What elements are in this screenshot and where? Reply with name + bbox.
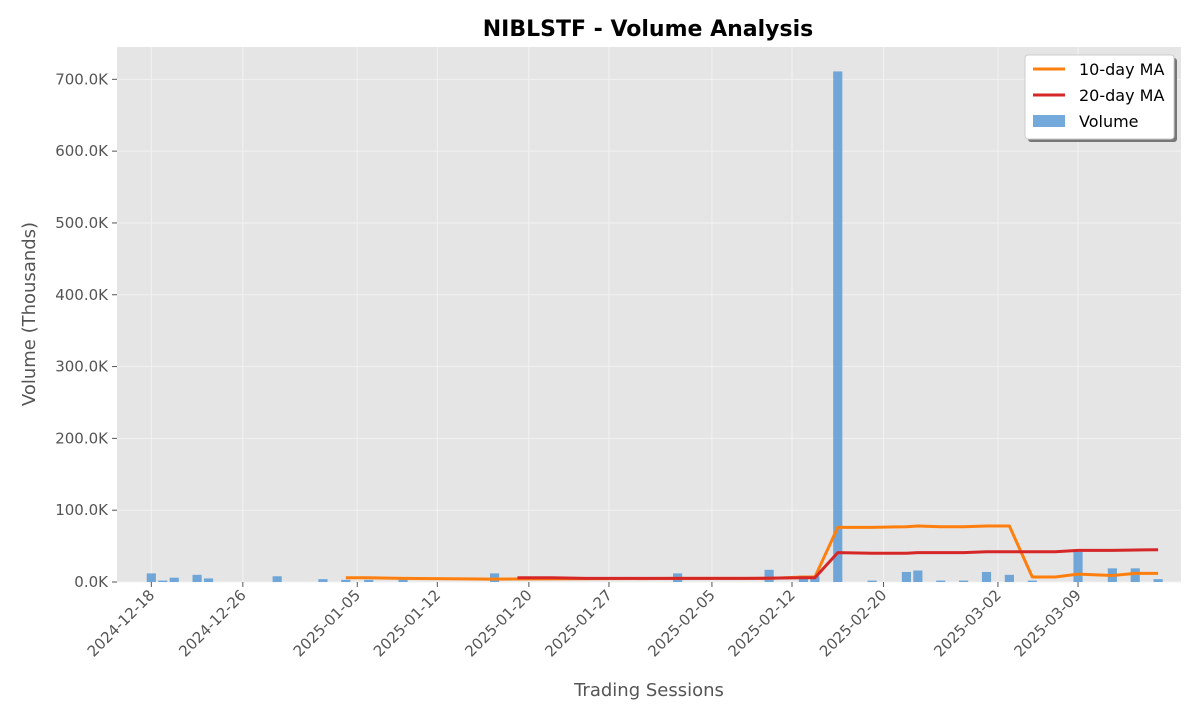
volume-bar [1153,579,1163,582]
volume-bar [272,576,282,582]
volume-bar [158,580,168,582]
legend-label: 10-day MA [1079,60,1164,79]
x-tick-label: 2025-02-20 [816,586,890,660]
x-tick-label: 2025-02-05 [644,586,718,660]
volume-bar [1130,568,1140,582]
volume-bar [318,579,328,582]
legend: 10-day MA 20-day MA Volume [1024,54,1177,142]
volume-bar [833,71,843,582]
x-tick-label: 2025-03-02 [930,586,1004,660]
y-axis-label: Volume (Thousands) [19,222,40,406]
volume-bar [867,580,877,582]
x-tick-label: 2025-02-12 [724,586,798,660]
volume-bar [936,580,946,582]
volume-bar [981,571,992,582]
x-tick-label: 2025-01-12 [370,586,444,660]
y-tick-label: 0.0K [74,573,109,591]
legend-label: Volume [1079,112,1139,131]
legend-swatch-volume [1033,115,1065,127]
volume-bar [1027,580,1037,582]
y-tick-label: 300.0K [55,358,109,376]
x-tick-label: 2025-01-20 [461,586,535,660]
chart-title: NIBLSTF - Volume Analysis [483,17,814,42]
y-tick-label: 500.0K [55,214,109,232]
volume-bar [913,570,923,582]
plot-area [117,47,1181,582]
x-axis-ticks: 2024-12-18 2024-12-26 2025-01-05 2025-01-12… [84,582,1085,660]
volume-bar [146,573,156,582]
x-tick-label: 2024-12-18 [84,586,158,660]
y-tick-label: 100.0K [55,501,109,519]
volume-bar [341,579,351,582]
y-axis-ticks: 0.0K 100.0K 200.0K 300.0K 400.0K 500.0K 600.0K… [55,70,117,591]
x-tick-label: 2025-01-27 [541,586,615,660]
volume-bar [203,578,214,582]
volume-bar [1004,574,1014,582]
x-tick-label: 2025-03-09 [1010,586,1084,660]
volume-bar [764,569,774,582]
y-tick-label: 400.0K [55,286,109,304]
y-tick-label: 700.0K [55,70,109,88]
volume-bar [364,579,374,582]
ma20-line [517,548,1159,580]
volume-bar [901,571,911,582]
volume-bar [192,574,202,582]
y-tick-label: 600.0K [55,142,109,160]
volume-bar [169,577,179,582]
volume-bar [1073,551,1083,582]
volume-bar [959,580,969,582]
y-tick-label: 200.0K [55,429,109,447]
x-tick-label: 2025-01-05 [290,586,364,660]
moving-average-lines [345,524,1159,581]
x-tick-label: 2024-12-26 [175,586,249,660]
legend-label: 20-day MA [1079,86,1164,105]
grid [117,47,1181,583]
x-axis-label: Trading Sessions [573,680,724,701]
